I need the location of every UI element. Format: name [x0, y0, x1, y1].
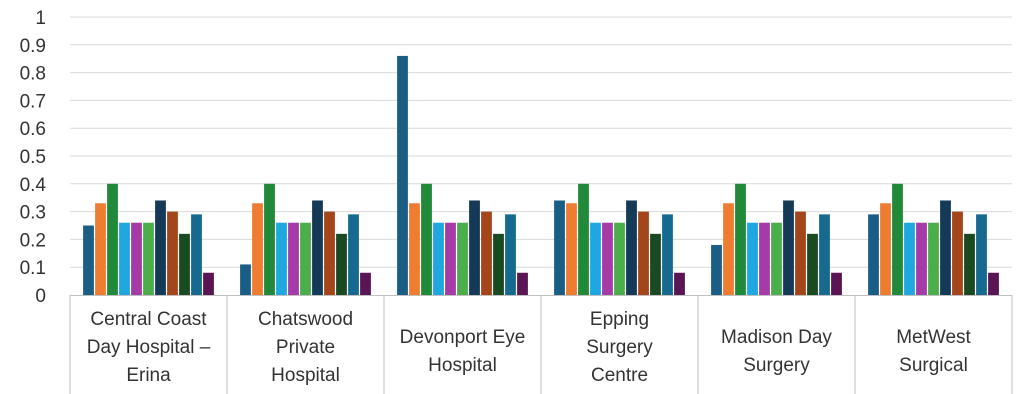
y-tick-label: 0.7	[20, 91, 46, 112]
x-axis	[69, 295, 1013, 394]
bar	[324, 211, 335, 295]
gridlines	[70, 16, 1012, 268]
bar	[892, 183, 903, 295]
category-label: MetWest	[896, 327, 971, 348]
category-label: Surgery	[586, 337, 653, 358]
bar	[747, 222, 758, 295]
bar	[336, 233, 347, 295]
y-tick-label: 0.8	[20, 64, 46, 85]
bar	[940, 200, 951, 295]
bar	[240, 264, 251, 295]
bar	[155, 200, 166, 295]
bar	[578, 183, 589, 295]
bar	[868, 214, 879, 295]
bar	[566, 203, 577, 295]
bar	[167, 211, 178, 295]
y-tick-label: 0.5	[20, 147, 46, 168]
bar	[264, 183, 275, 295]
bar	[445, 222, 456, 295]
bar	[397, 55, 408, 295]
category-label: Day Hospital –	[87, 337, 211, 358]
bar	[421, 183, 432, 295]
bar	[119, 222, 130, 295]
bar	[674, 272, 685, 295]
bar	[179, 233, 190, 295]
y-tick-label: 0.1	[20, 258, 46, 279]
category-label: Erina	[126, 365, 171, 386]
bar	[505, 214, 516, 295]
bar	[590, 222, 601, 295]
bar	[348, 214, 359, 295]
bar	[880, 203, 891, 295]
category-label: Epping	[590, 309, 649, 330]
category-label: Hospital	[271, 365, 340, 386]
y-tick-label: 0.9	[20, 36, 46, 57]
bar	[203, 272, 214, 295]
category-label: Devonport Eye	[400, 327, 526, 348]
y-tick-label: 0.4	[20, 175, 47, 196]
bar	[614, 222, 625, 295]
bar	[300, 222, 311, 295]
bar	[481, 211, 492, 295]
bar	[457, 222, 468, 295]
y-tick-label: 0	[35, 286, 46, 307]
bar	[276, 222, 287, 295]
category-label: Private	[276, 337, 335, 358]
bar	[131, 222, 142, 295]
bar	[783, 200, 794, 295]
bar	[819, 214, 830, 295]
bar	[662, 214, 673, 295]
bar	[916, 222, 927, 295]
bar	[493, 233, 504, 295]
bar	[433, 222, 444, 295]
bar	[312, 200, 323, 295]
category-label: Surgery	[743, 355, 810, 376]
bar	[964, 233, 975, 295]
bar	[95, 203, 106, 295]
bar	[143, 222, 154, 295]
bar	[252, 203, 263, 295]
bar	[288, 222, 299, 295]
category-label: Centre	[591, 365, 648, 386]
x-axis-category-labels: Central Coast Day Hospital – Erina Chatswoo…	[87, 309, 972, 386]
bars	[83, 55, 999, 295]
bar	[469, 200, 480, 295]
bar	[759, 222, 770, 295]
bar	[723, 203, 734, 295]
y-tick-label: 0.2	[20, 230, 46, 251]
category-label: Chatswood	[258, 309, 353, 330]
bar	[602, 222, 613, 295]
bar	[650, 233, 661, 295]
bar	[807, 233, 818, 295]
bar	[988, 272, 999, 295]
bar	[191, 214, 202, 295]
bar	[517, 272, 528, 295]
category-label: Madison Day	[721, 327, 832, 348]
bar	[771, 222, 782, 295]
bar	[831, 272, 842, 295]
bar	[83, 225, 94, 295]
category-label: Surgical	[899, 355, 968, 376]
bar	[952, 211, 963, 295]
bar	[976, 214, 987, 295]
bar	[626, 200, 637, 295]
bar	[795, 211, 806, 295]
bar	[409, 203, 420, 295]
y-tick-label: 0.3	[20, 203, 46, 224]
bar	[638, 211, 649, 295]
bar	[554, 200, 565, 295]
category-label: Hospital	[428, 355, 497, 376]
y-tick-label: 1	[35, 8, 46, 29]
bar	[928, 222, 939, 295]
bar	[360, 272, 371, 295]
bar	[711, 244, 722, 295]
bar	[904, 222, 915, 295]
y-axis-tick-labels: 0 0.1 0.2 0.3 0.4 0.5 0.6 0.7 0.8 0.9 1	[20, 8, 47, 307]
category-label: Central Coast	[90, 309, 207, 330]
bar	[107, 183, 118, 295]
bar	[735, 183, 746, 295]
y-tick-label: 0.6	[20, 119, 46, 140]
